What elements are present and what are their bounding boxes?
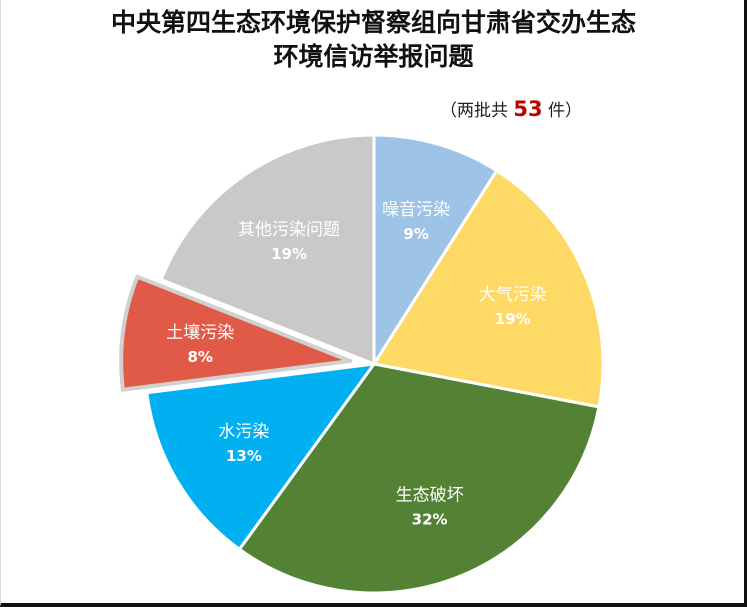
slice-name-label-0: 噪音污染 bbox=[382, 200, 450, 220]
slice-percent-label-2: 32% bbox=[412, 511, 448, 529]
total-suffix: 件） bbox=[542, 101, 583, 121]
slice-percent-label-4: 8% bbox=[188, 348, 213, 366]
pie-slice-5 bbox=[159, 133, 376, 366]
slice-percent-label-1: 19% bbox=[495, 310, 531, 328]
pie-slice-2 bbox=[237, 362, 601, 595]
pie-slice-4 bbox=[119, 274, 353, 392]
chart-title: 中央第四生态环境保护督察组向甘肃省交办生态 环境信访举报问题 bbox=[0, 6, 747, 74]
total-prefix: （两批共 bbox=[440, 101, 514, 121]
slice-name-label-1: 大气污染 bbox=[479, 285, 547, 305]
pie-slice-1 bbox=[372, 169, 605, 409]
total-count-note: （两批共 53 件） bbox=[440, 96, 582, 121]
slice-percent-label-5: 19% bbox=[271, 245, 307, 263]
chart-title-line-1: 中央第四生态环境保护督察组向甘肃省交办生态 bbox=[110, 8, 636, 37]
total-count: 53 bbox=[513, 97, 543, 121]
pie-slice-3 bbox=[145, 362, 376, 551]
slice-name-label-5: 其他污染问题 bbox=[238, 220, 340, 240]
slice-percent-label-0: 9% bbox=[403, 225, 428, 243]
slice-name-label-3: 水污染 bbox=[218, 422, 269, 442]
slice-percent-label-3: 13% bbox=[226, 447, 262, 465]
pie-slice-0 bbox=[372, 133, 499, 366]
chart-title-line-2: 环境信访举报问题 bbox=[273, 42, 474, 71]
slice-name-label-2: 生态破坏 bbox=[396, 486, 464, 506]
slice-name-label-4: 土壤污染 bbox=[166, 322, 234, 343]
